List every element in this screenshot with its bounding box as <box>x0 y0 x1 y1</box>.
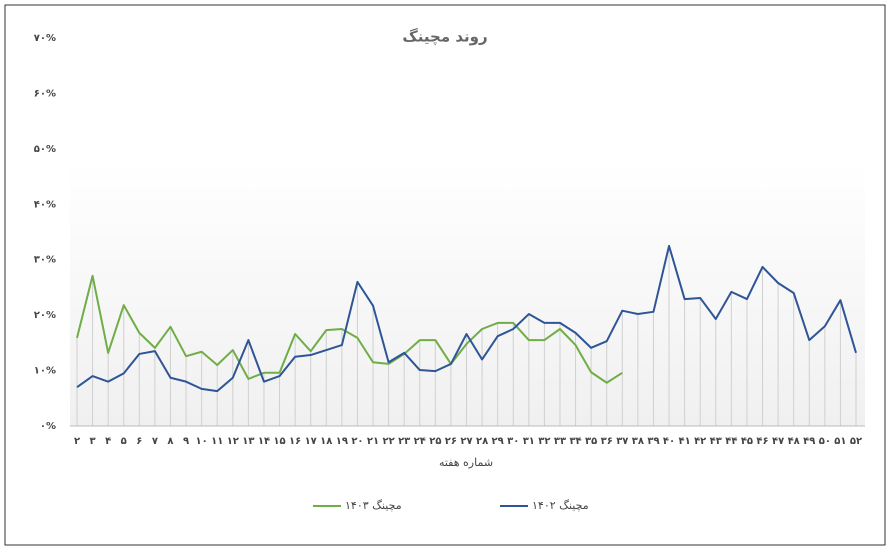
x-tick-label: ۳۶ <box>601 436 613 447</box>
x-tick-label: ۲۶ <box>445 436 457 447</box>
x-tick-label: ۲۹ <box>492 436 504 447</box>
y-tick-label: ۷۰% <box>34 33 56 44</box>
y-tick-label: ۲۰% <box>34 310 56 321</box>
y-tick-label: ۵۰% <box>34 144 56 155</box>
x-tick-label: ۲۳ <box>398 436 410 447</box>
x-tick-label: ۱۸ <box>320 436 332 447</box>
y-tick-label: ۱۰% <box>34 366 56 377</box>
x-tick-label: ۲ <box>74 436 80 447</box>
y-tick-label: ۴۰% <box>34 199 56 210</box>
x-tick-label: ۸ <box>167 436 173 447</box>
x-tick-label: ۲۰ <box>351 436 363 447</box>
y-tick-label: ۰% <box>40 421 56 432</box>
x-tick-label: ۳ <box>90 436 96 447</box>
legend-label: مچینگ ۱۴۰۳ <box>345 499 402 512</box>
x-tick-label: ۳۱ <box>523 436 535 447</box>
x-tick-label: ۷ <box>152 436 158 447</box>
x-tick-label: ۹ <box>183 436 189 447</box>
x-tick-label: ۱۷ <box>305 436 317 447</box>
x-tick-label: ۱۰ <box>196 436 208 447</box>
x-tick-label: ۴۳ <box>710 436 722 447</box>
x-tick-label: ۳۲ <box>538 436 550 447</box>
x-tick-label: ۴۵ <box>741 436 753 447</box>
x-tick-label: ۲۵ <box>429 436 441 447</box>
x-tick-label: ۱۱ <box>211 436 223 447</box>
y-tick-label: ۳۰% <box>34 255 56 266</box>
y-tick-label: ۶۰% <box>34 88 56 99</box>
x-tick-label: ۴۴ <box>725 436 737 447</box>
x-tick-label: ۱۹ <box>336 436 348 447</box>
x-tick-label: ۵۱ <box>834 436 846 447</box>
x-tick-label: ۵۰ <box>819 436 831 447</box>
plot-background <box>70 160 865 426</box>
x-tick-label: ۱۳ <box>242 436 254 447</box>
x-tick-label: ۶ <box>136 436 142 447</box>
chart-title: روند مچینگ <box>402 28 487 47</box>
x-tick-label: ۲۷ <box>460 436 472 447</box>
x-tick-label: ۱۴ <box>258 436 270 447</box>
x-tick-label: ۳۳ <box>554 436 566 447</box>
x-tick-label: ۳۹ <box>647 436 659 447</box>
x-tick-label: ۵۲ <box>850 436 862 447</box>
x-tick-label: ۲۲ <box>382 436 394 447</box>
x-tick-label: ۱۶ <box>289 436 301 447</box>
x-tick-label: ۴۷ <box>772 436 784 447</box>
x-tick-label: ۴۲ <box>694 436 706 447</box>
x-tick-label: ۱۵ <box>273 436 285 447</box>
legend-label: مچینگ ۱۴۰۲ <box>532 499 589 512</box>
x-tick-label: ۱۲ <box>227 436 239 447</box>
x-tick-label: ۴۹ <box>803 436 815 447</box>
x-tick-label: ۲۸ <box>476 436 488 447</box>
x-tick-label: ۴۸ <box>788 436 800 447</box>
x-tick-label: ۳۷ <box>616 436 628 447</box>
x-tick-label: ۲۱ <box>367 436 379 447</box>
x-tick-label: ۳۵ <box>585 436 597 447</box>
series-line <box>76 274 623 384</box>
x-tick-label: ۳۴ <box>569 436 581 447</box>
x-tick-label: ۴۰ <box>663 436 675 447</box>
x-tick-label: ۴۶ <box>756 436 768 447</box>
series-line <box>76 244 857 393</box>
x-tick-label: ۳۸ <box>632 436 644 447</box>
x-tick-label: ۳۰ <box>507 436 519 447</box>
x-tick-label: ۵ <box>121 436 127 447</box>
x-axis-label: شماره هفته <box>439 456 493 469</box>
x-tick-label: ۴ <box>105 436 111 447</box>
x-tick-label: ۴۱ <box>679 436 691 447</box>
x-tick-label: ۲۴ <box>414 436 426 447</box>
